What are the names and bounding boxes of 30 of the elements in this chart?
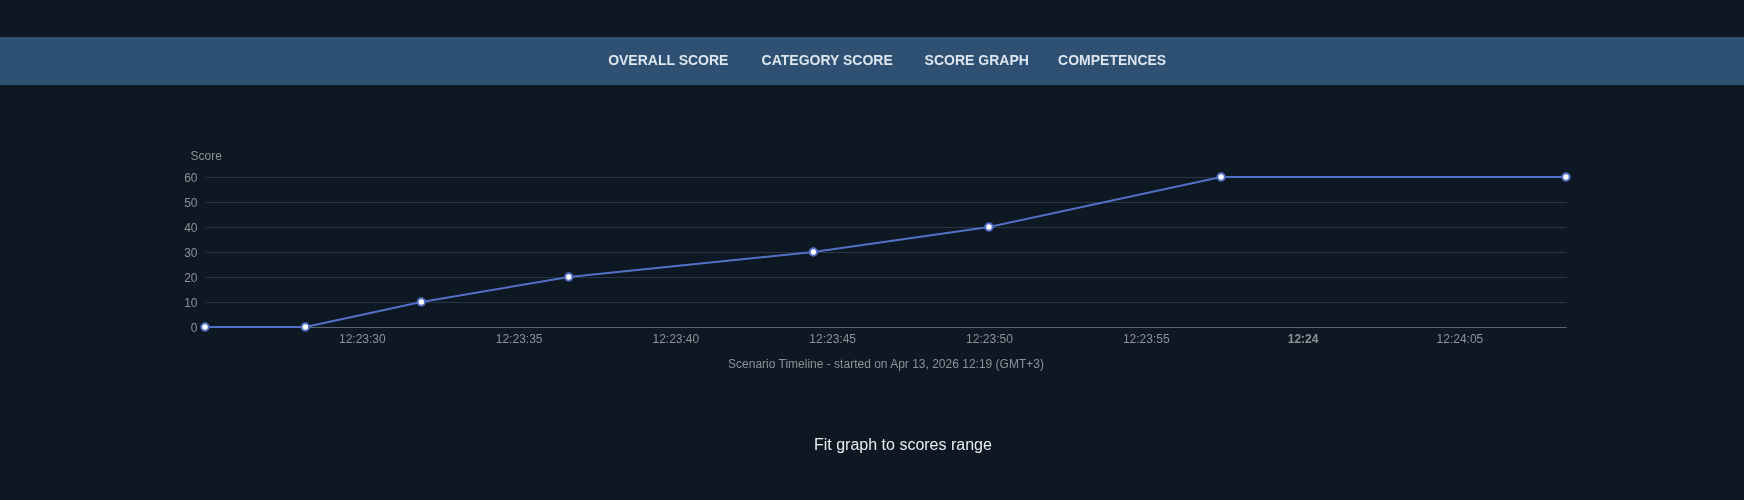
- text: CATEGORY SCORE: [761, 52, 893, 68]
- y-tick-label: 0: [190, 320, 198, 335]
- y-tick-label: 60: [184, 170, 198, 185]
- x-axis-title: Scenario Timeline - started on Apr 13, 2026 12:19 (GMT+3): [728, 356, 1044, 371]
- x-tick-label: 12:23:30: [338, 331, 386, 346]
- x-tick-label: 12:23:45: [809, 331, 857, 346]
- point: [984, 222, 994, 232]
- y-tick-label: 50: [184, 195, 198, 210]
- y-tick-label: 10: [184, 295, 198, 310]
- x-tick-label: 12:23:50: [966, 331, 1014, 346]
- x-tick-label: 12:24: [1287, 331, 1319, 346]
- text: SCORE GRAPH: [924, 52, 1029, 68]
- y-tick-label: 40: [184, 220, 198, 235]
- point: [1561, 172, 1571, 182]
- point: [416, 297, 427, 307]
- point: [808, 247, 819, 257]
- point: [300, 322, 311, 332]
- point: [564, 272, 574, 282]
- text: COMPETENCES: [1058, 52, 1167, 68]
- point: [1216, 172, 1226, 182]
- y-tick-label: 20: [184, 270, 198, 285]
- point: [200, 322, 210, 332]
- text: Fit graph to scores range: [814, 436, 992, 453]
- x-tick-label: 12:24:05: [1436, 331, 1484, 346]
- y-axis-title: Score: [190, 148, 223, 163]
- y-tick-label: 30: [184, 245, 198, 260]
- x-tick-label: 12:23:35: [495, 331, 543, 346]
- x-tick-label: 12:23:55: [1122, 331, 1170, 346]
- text: OVERALL SCORE: [608, 52, 729, 68]
- x-tick-label: 12:23:40: [652, 331, 700, 346]
